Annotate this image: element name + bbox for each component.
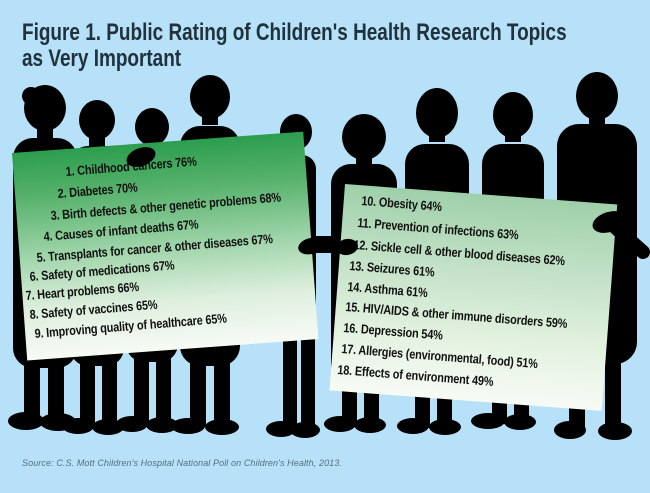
figure-title: Figure 1. Public Rating of Children's He…	[22, 20, 567, 72]
hand-silhouette	[592, 211, 650, 259]
hand-silhouette	[298, 237, 324, 255]
source-note: Source: C.S. Mott Children's Hospital Na…	[22, 458, 342, 468]
hand-silhouette	[126, 147, 156, 167]
hand-silhouette	[336, 238, 358, 256]
figure-title-line1: Figure 1. Public Rating of Children's He…	[22, 19, 567, 46]
figure-title-line2: as Very Important	[22, 45, 182, 72]
